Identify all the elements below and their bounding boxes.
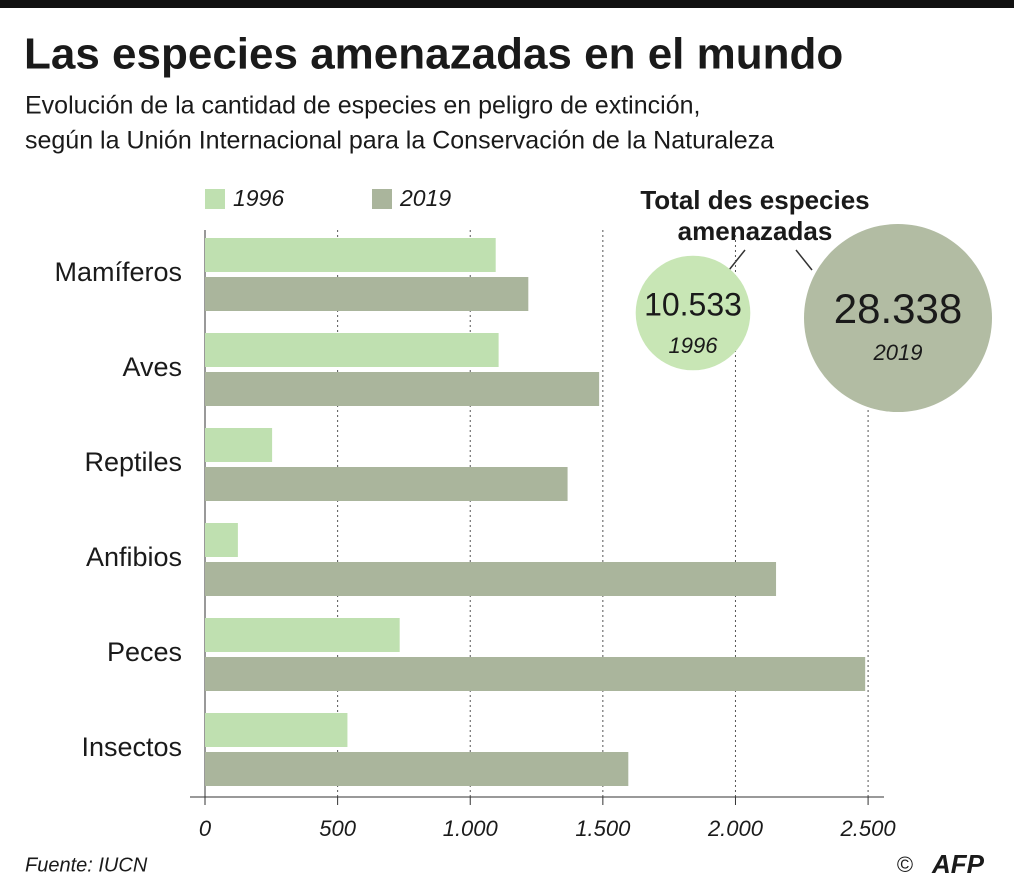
- bar: [205, 238, 496, 272]
- y-tick-label: Aves: [122, 352, 182, 382]
- legend-label: 2019: [399, 185, 451, 211]
- x-tick-label: 2.000: [707, 816, 764, 841]
- x-tick-label: 1.000: [443, 816, 499, 841]
- connector: [795, 249, 813, 271]
- x-tick-label: 1.500: [575, 816, 631, 841]
- total-value: 10.533: [644, 286, 742, 322]
- total-circle: [804, 224, 992, 412]
- legend-swatch: [372, 189, 392, 209]
- y-tick-label: Peces: [107, 637, 182, 667]
- y-tick-label: Insectos: [81, 732, 182, 762]
- subtitle: según la Unión Internacional para la Con…: [25, 127, 774, 155]
- total-year: 2019: [873, 340, 923, 365]
- legend-swatch: [205, 189, 225, 209]
- bar: [205, 277, 529, 311]
- x-tick-label: 0: [199, 816, 212, 841]
- y-tick-label: Anfibios: [86, 542, 182, 572]
- bar: [205, 333, 499, 367]
- copyright: ©: [897, 852, 913, 877]
- bar: [205, 657, 866, 691]
- credit-logo: AFP: [931, 849, 985, 879]
- bar: [205, 752, 629, 786]
- bar: [205, 428, 273, 462]
- total-circle: [635, 255, 751, 371]
- totals-title: amenazadas: [678, 216, 833, 246]
- connector: [728, 249, 746, 271]
- total-year: 1996: [669, 333, 719, 358]
- bar: [205, 713, 348, 747]
- legend-label: 1996: [233, 185, 284, 211]
- x-tick-label: 500: [319, 816, 356, 841]
- y-tick-label: Mamíferos: [54, 257, 182, 287]
- chart-title: Las especies amenazadas en el mundo: [24, 30, 843, 79]
- bar: [205, 562, 777, 596]
- subtitle: Evolución de la cantidad de especies en …: [25, 92, 700, 120]
- total-value: 28.338: [834, 285, 962, 332]
- top-band: [0, 0, 1014, 8]
- bar: [205, 372, 600, 406]
- totals-title: Total des especies: [640, 185, 869, 215]
- bar: [205, 618, 400, 652]
- y-tick-label: Reptiles: [84, 447, 182, 477]
- bar: [205, 467, 568, 501]
- bar: [205, 523, 238, 557]
- source: Fuente: IUCN: [25, 854, 148, 876]
- x-tick-label: 2.500: [840, 816, 897, 841]
